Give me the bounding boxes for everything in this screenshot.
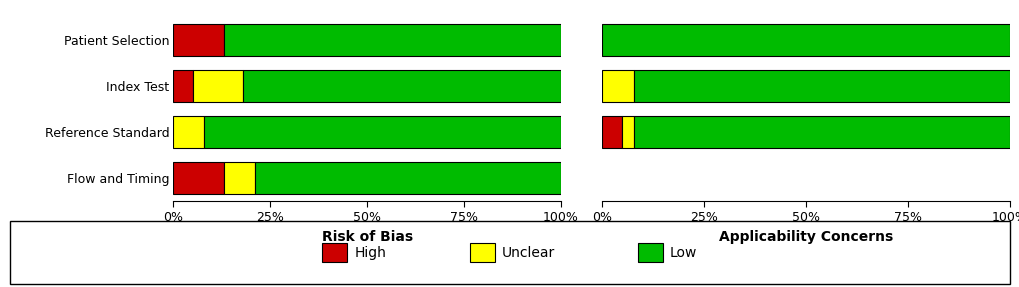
Bar	[204, 116, 560, 148]
Bar	[223, 162, 255, 194]
X-axis label: Applicability Concerns: Applicability Concerns	[718, 230, 892, 244]
Bar	[173, 70, 193, 102]
Bar	[255, 162, 560, 194]
Bar	[193, 70, 243, 102]
Bar	[601, 116, 622, 148]
Bar	[173, 24, 223, 56]
Bar	[601, 70, 634, 102]
Bar	[173, 162, 223, 194]
Bar	[622, 116, 634, 148]
Bar	[601, 24, 1009, 56]
Bar	[634, 70, 1009, 102]
X-axis label: Risk of Bias: Risk of Bias	[321, 230, 413, 244]
Bar	[243, 70, 560, 102]
Bar	[634, 116, 1009, 148]
Bar	[173, 116, 204, 148]
Bar	[223, 24, 560, 56]
Legend: High, Unclear, Low: High, Unclear, Low	[315, 236, 704, 269]
